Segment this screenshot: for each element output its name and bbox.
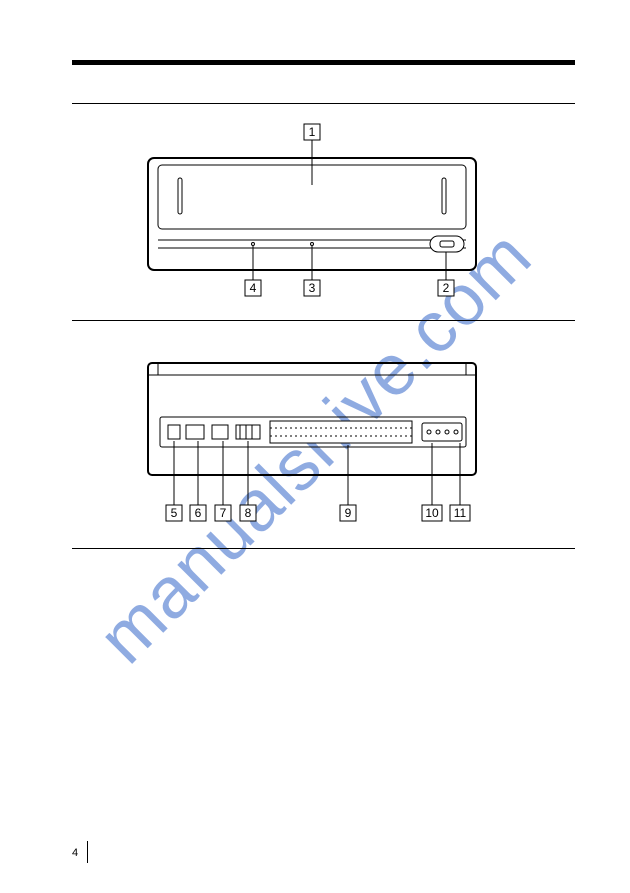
- callout-6: 6: [195, 506, 202, 520]
- manual-page: manualshive.com 1 4 3 2: [0, 0, 630, 893]
- callout-3: 3: [309, 281, 316, 295]
- callout-9: 9: [345, 506, 352, 520]
- callout-2: 2: [443, 281, 450, 295]
- footer-separator: [87, 841, 88, 863]
- callout-5: 5: [171, 506, 178, 520]
- figure-front-view: 1 4 3 2: [0, 110, 630, 310]
- callout-7: 7: [220, 506, 227, 520]
- callout-4: 4: [250, 281, 257, 295]
- header-rule: [72, 60, 575, 65]
- divider-2: [72, 320, 575, 321]
- divider-3: [72, 548, 575, 549]
- callout-11: 11: [454, 506, 467, 520]
- page-number: 4: [72, 847, 78, 859]
- figure-rear-view: 5 6 7 8 9 10 11: [0, 345, 630, 545]
- callout-1: 1: [309, 125, 316, 139]
- callout-8: 8: [245, 506, 252, 520]
- callout-10: 10: [425, 506, 439, 520]
- divider-1: [72, 103, 575, 104]
